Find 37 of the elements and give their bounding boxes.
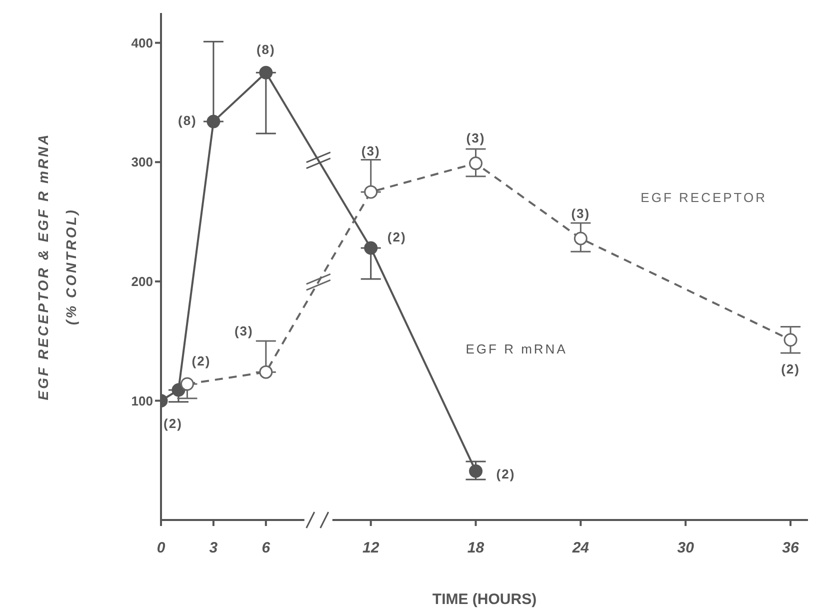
annotation: (3) xyxy=(234,324,254,339)
annotation: (2) xyxy=(387,229,406,244)
annotation: (2) xyxy=(164,416,182,432)
annotation: (2) xyxy=(192,353,211,368)
x-tick-label: 30 xyxy=(677,540,695,557)
point xyxy=(206,114,220,128)
y-tick-label: 400 xyxy=(131,35,153,50)
annotation: (8) xyxy=(178,112,197,128)
point xyxy=(469,156,483,170)
x-tick-label: 6 xyxy=(262,540,271,557)
point xyxy=(259,66,273,80)
annotation: (2) xyxy=(781,361,800,376)
annotation: (2) xyxy=(496,466,516,482)
x-tick-label: 24 xyxy=(571,540,590,557)
x-tick-label: 36 xyxy=(782,540,800,557)
point xyxy=(469,464,483,478)
annotation: (3) xyxy=(571,206,590,221)
y-tick-label: 200 xyxy=(131,274,153,290)
x-tick-label: 3 xyxy=(209,540,218,557)
x-axis-title: TIME (HOURS) xyxy=(432,591,537,608)
y-tick-label: 100 xyxy=(131,393,153,408)
point xyxy=(364,241,378,255)
point xyxy=(574,232,588,246)
y-axis-title: EGF RECEPTOR & EGF R mRNA (% CONTROL) xyxy=(35,132,79,400)
point xyxy=(364,185,378,199)
text: EGF R mRNA xyxy=(466,341,568,356)
point xyxy=(784,333,798,347)
x-tick-label: 0 xyxy=(156,540,166,557)
x-tick-label: 12 xyxy=(362,540,380,557)
point xyxy=(259,365,273,379)
point xyxy=(180,377,194,391)
annotation: (3) xyxy=(466,130,486,146)
annotation: (8) xyxy=(256,42,276,58)
x-tick-label: 18 xyxy=(467,540,485,557)
annotation: (3) xyxy=(361,143,380,158)
y-tick-label: 300 xyxy=(131,154,153,170)
text: EGF RECEPTOR xyxy=(640,190,768,205)
